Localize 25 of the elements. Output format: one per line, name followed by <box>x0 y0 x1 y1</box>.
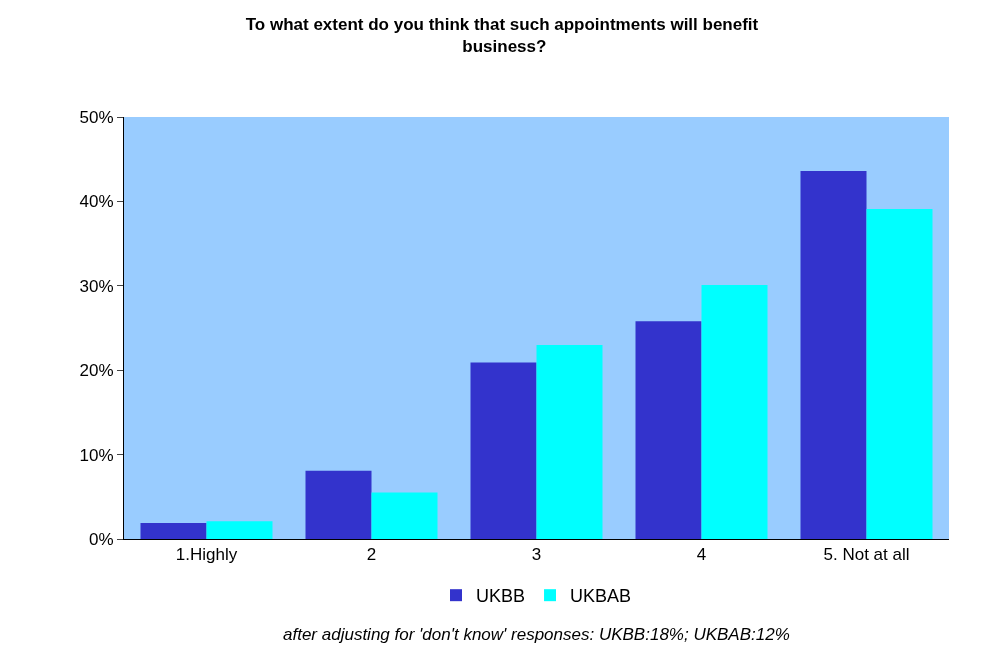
legend-label: UKBB <box>476 586 526 607</box>
y-tick-label: 30% <box>79 276 114 296</box>
bar <box>206 521 273 539</box>
bar <box>371 492 438 539</box>
x-tick-label: 5. Not at all <box>823 545 910 565</box>
y-tick-label: 20% <box>79 361 114 381</box>
y-tick-label: 50% <box>79 107 114 127</box>
bar <box>470 362 537 539</box>
y-tick-label: 10% <box>79 445 114 465</box>
bar <box>140 522 207 539</box>
chart-title: To what extent do you think that such appointments will benefit business? <box>245 14 759 57</box>
x-tick-label: 4 <box>696 545 707 565</box>
bar <box>635 321 702 539</box>
x-tick-label: 3 <box>531 545 542 565</box>
text: after adjusting for 'don't know' responses: UKBB:18%; UKBAB:12% <box>283 625 790 644</box>
y-tick-label: 0% <box>89 529 114 549</box>
y-tick-label: 40% <box>79 192 114 212</box>
bar <box>800 171 867 539</box>
legend-label: UKBAB <box>570 586 632 607</box>
bar <box>701 284 768 539</box>
x-tick-label: 2 <box>366 545 377 565</box>
bar <box>305 470 372 539</box>
x-tick-label: 1.Highly <box>175 545 238 565</box>
bar <box>536 344 603 539</box>
bar <box>866 209 933 539</box>
